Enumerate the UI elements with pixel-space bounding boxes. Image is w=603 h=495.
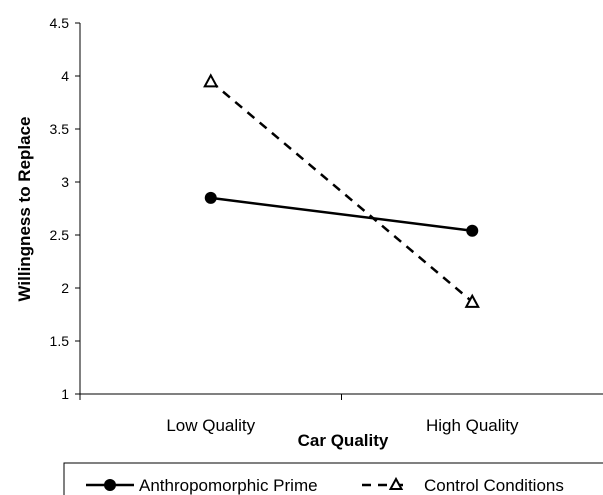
y-axis-ticks: 1 1.5 2 2.5 3 3.5 4 4.5 xyxy=(50,15,80,402)
y-tick-label: 4.5 xyxy=(50,15,70,31)
legend: Anthropomorphic Prime Control Conditions xyxy=(63,462,603,495)
x-axis-title: Car Quality xyxy=(298,431,389,450)
y-tick-label: 2.5 xyxy=(50,227,70,243)
x-tick-label: High Quality xyxy=(426,416,519,435)
y-tick-label: 3 xyxy=(61,174,69,190)
y-tick-label: 4 xyxy=(61,68,69,84)
series-line-control xyxy=(209,80,474,303)
data-point-triangle xyxy=(464,293,480,308)
data-point-triangle xyxy=(203,73,219,88)
series-line-anthropomorphic xyxy=(210,196,473,233)
series-layer xyxy=(203,73,480,308)
legend-marker-triangle xyxy=(388,476,404,490)
y-tick-label: 1 xyxy=(61,386,69,402)
legend-label-anthropomorphic: Anthropomorphic Prime xyxy=(139,476,318,495)
x-axis-ticks: Low Quality High Quality xyxy=(79,394,519,435)
legend-marker-circle xyxy=(104,479,116,491)
chart-axes xyxy=(79,23,603,395)
y-tick-label: 2 xyxy=(61,280,69,296)
y-tick-label: 3.5 xyxy=(50,121,70,137)
x-tick-label: Low Quality xyxy=(166,416,255,435)
data-point-circle xyxy=(204,191,217,204)
legend-box xyxy=(63,462,603,495)
data-point-circle xyxy=(466,224,479,237)
legend-label-control: Control Conditions xyxy=(424,476,564,495)
y-axis-title: Willingness to Replace xyxy=(15,117,34,302)
y-tick-label: 1.5 xyxy=(50,333,70,349)
